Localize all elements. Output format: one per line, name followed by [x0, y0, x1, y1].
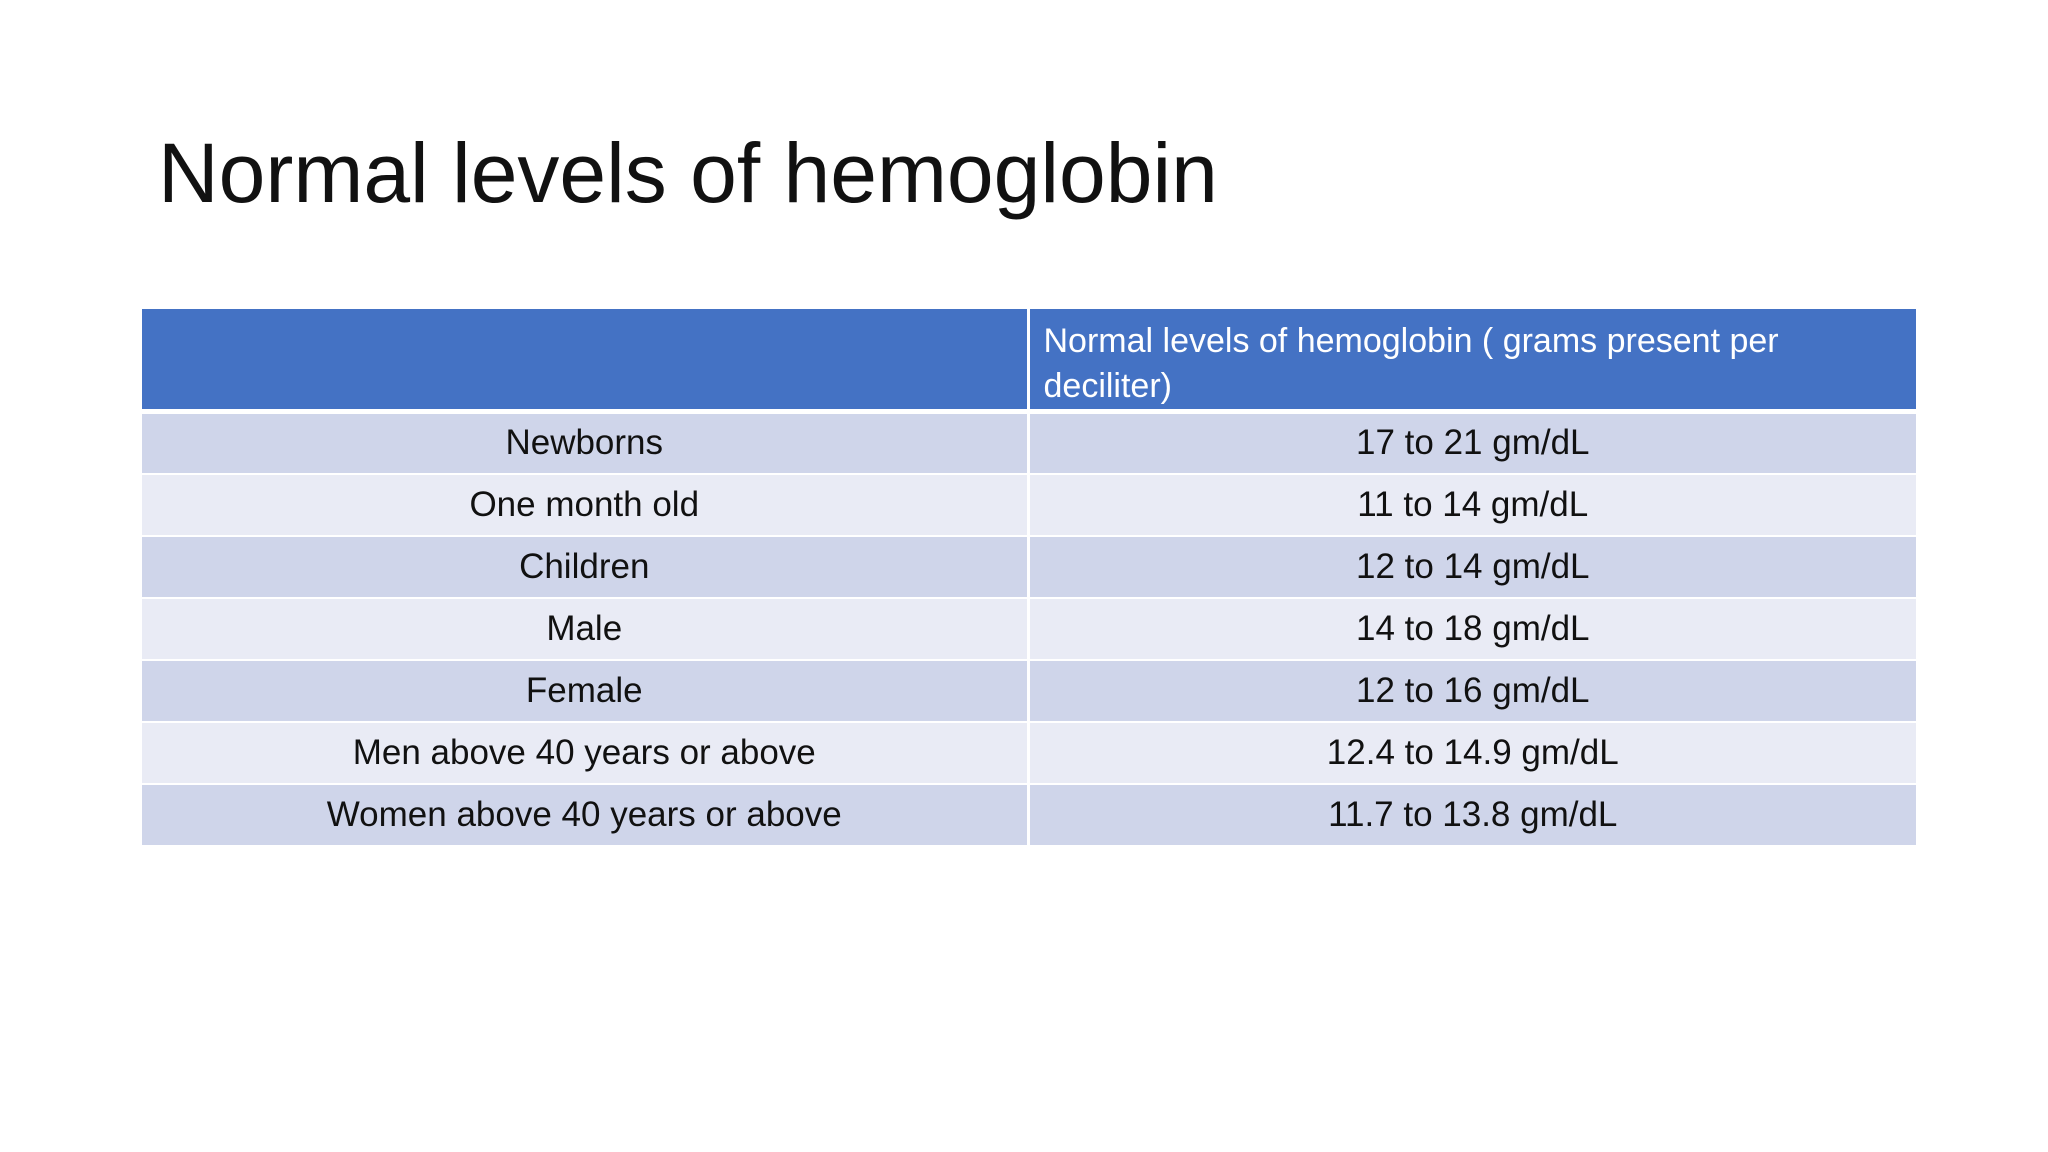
- hemoglobin-table: Normal levels of hemoglobin ( grams pres…: [142, 309, 1916, 847]
- group-cell: Newborns: [142, 411, 1030, 475]
- group-cell: Male: [142, 597, 1030, 661]
- group-cell: Women above 40 years or above: [142, 783, 1030, 847]
- table-row: Children 12 to 14 gm/dL: [142, 535, 1916, 599]
- table-row: Newborns 17 to 21 gm/dL: [142, 411, 1916, 475]
- group-cell: Children: [142, 535, 1030, 599]
- table-row: One month old 11 to 14 gm/dL: [142, 473, 1916, 537]
- table-header-row: Normal levels of hemoglobin ( grams pres…: [142, 309, 1916, 414]
- header-cell-level: Normal levels of hemoglobin ( grams pres…: [1028, 309, 1916, 414]
- group-cell: Female: [142, 659, 1030, 723]
- level-cell: 12.4 to 14.9 gm/dL: [1028, 721, 1916, 785]
- level-cell: 11.7 to 13.8 gm/dL: [1028, 783, 1916, 847]
- group-cell: Men above 40 years or above: [142, 721, 1030, 785]
- hemoglobin-table-container: Normal levels of hemoglobin ( grams pres…: [142, 309, 1916, 847]
- group-cell: One month old: [142, 473, 1030, 537]
- slide-title: Normal levels of hemoglobin: [158, 126, 1218, 220]
- level-cell: 14 to 18 gm/dL: [1028, 597, 1916, 661]
- table-row: Women above 40 years or above 11.7 to 13…: [142, 783, 1916, 847]
- table-row: Female 12 to 16 gm/dL: [142, 659, 1916, 723]
- level-cell: 12 to 14 gm/dL: [1028, 535, 1916, 599]
- header-cell-group: [142, 309, 1030, 414]
- level-cell: 12 to 16 gm/dL: [1028, 659, 1916, 723]
- table-row: Male 14 to 18 gm/dL: [142, 597, 1916, 661]
- table-row: Men above 40 years or above 12.4 to 14.9…: [142, 721, 1916, 785]
- level-cell: 17 to 21 gm/dL: [1028, 411, 1916, 475]
- level-cell: 11 to 14 gm/dL: [1028, 473, 1916, 537]
